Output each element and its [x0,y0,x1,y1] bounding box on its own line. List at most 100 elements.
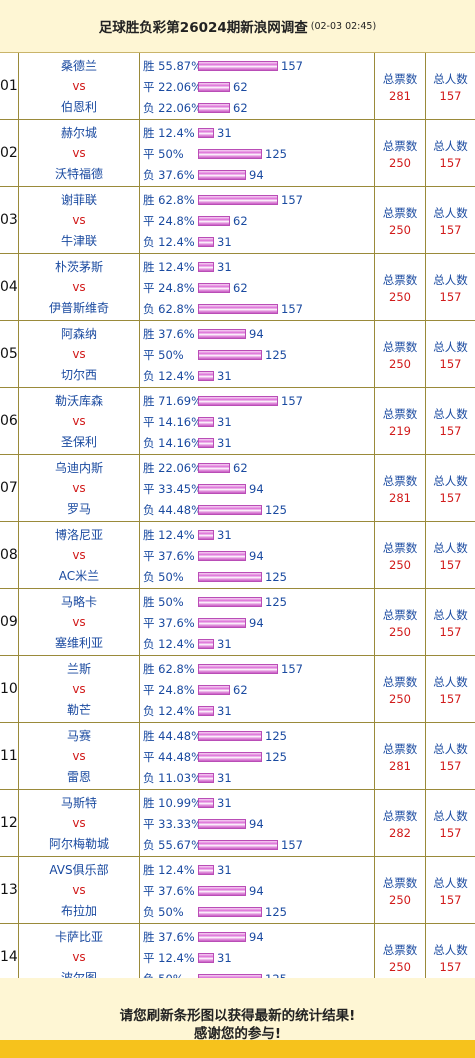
vote-row: 负 11.03% 31 [143,769,373,787]
match-number: 03 [0,187,19,253]
match-row: 07 乌迪内斯 vs 罗马 胜 22.06% 62 平 33.45% 94 负 44.48% 12… [0,455,475,522]
vote-row: 负 44.48% 125 [143,501,373,519]
total-votes-label: 总票数 [382,474,418,488]
total-people-value: 157 [439,156,462,170]
vote-count: 31 [217,704,232,718]
total-people-label: 总人数 [433,139,468,153]
vs-label: vs [72,950,86,964]
vote-bars: 胜 62.8% 157 平 24.8% 62 负 12.4% 31 [140,656,375,722]
match-row: 08 博洛尼亚 vs AC米兰 胜 12.4% 31 平 37.6% 94 负 50% 125 总票… [0,522,475,589]
vote-percent-label: 胜 50% [143,595,184,609]
vote-row: 负 55.67% 157 [143,836,373,854]
match-row: 05 阿森纳 vs 切尔西 胜 37.6% 94 平 50% 125 负 12.4% 31 总票数 2… [0,321,475,388]
vote-bar [198,237,214,247]
vote-bars: 胜 62.8% 157 平 24.8% 62 负 12.4% 31 [140,187,375,253]
total-people-label: 总人数 [433,608,468,622]
vote-percent-label: 胜 10.99% [143,796,203,810]
total-people-value: 157 [439,759,462,773]
vote-count: 157 [281,838,303,852]
vote-percent-label: 负 44.48% [143,503,203,517]
match-number: 12 [0,790,19,856]
total-votes: 总票数 250 [375,522,426,588]
vote-row: 胜 62.8% 157 [143,660,373,678]
vote-percent-label: 平 22.06% [143,80,203,94]
vote-bar [198,195,278,205]
vote-bar [198,886,246,896]
vote-bar [198,932,246,942]
total-votes-label: 总票数 [382,608,418,622]
vote-bar [198,170,246,180]
match-row: 03 谢菲联 vs 牛津联 胜 62.8% 157 平 24.8% 62 负 12.4% 31 总票… [0,187,475,254]
home-team: 博洛尼亚 [54,528,103,542]
match-number: 07 [0,455,19,521]
vote-count: 125 [265,595,287,609]
vote-percent-label: 平 24.8% [143,281,195,295]
survey-datetime: (02-03 02:45) [310,20,377,32]
match-teams: 马斯特 vs 阿尔梅勒城 [19,790,140,856]
vs-label: vs [72,749,86,763]
vote-count: 62 [233,683,248,697]
vote-bar [198,350,262,360]
away-team: 雷恩 [66,770,91,784]
total-people: 总人数 157 [426,321,475,387]
vote-count: 62 [233,214,248,228]
total-people-label: 总人数 [433,474,468,488]
vote-bars: 胜 37.6% 94 平 50% 125 负 12.4% 31 [140,321,375,387]
match-teams: 阿森纳 vs 切尔西 [19,321,140,387]
total-people-value: 157 [439,89,462,103]
vote-bars: 胜 10.99% 31 平 33.33% 94 负 55.67% 157 [140,790,375,856]
vote-bar [198,438,214,448]
away-team: 勒芒 [66,703,91,717]
vote-count: 31 [217,796,232,810]
vote-bar [198,329,246,339]
total-people-value: 157 [439,558,462,572]
match-row: 13 AVS俱乐部 vs 布拉加 胜 12.4% 31 平 37.6% 94 负 50% 125 总… [0,857,475,924]
vote-bar [198,706,214,716]
total-people-value: 157 [439,424,462,438]
vote-percent-label: 胜 71.69% [143,394,203,408]
vote-percent-label: 平 12.4% [143,951,195,965]
vote-row: 平 33.33% 94 [143,815,373,833]
vs-label: vs [72,816,86,830]
total-people-label: 总人数 [433,541,468,555]
total-votes: 总票数 281 [375,723,426,789]
vs-label: vs [72,682,86,696]
vote-row: 平 44.48% 125 [143,748,373,766]
vote-percent-label: 平 37.6% [143,549,195,563]
vote-count: 125 [265,503,287,517]
vote-count: 31 [217,863,232,877]
vote-percent-label: 胜 37.6% [143,930,195,944]
total-people-value: 157 [439,357,462,371]
total-votes-value: 250 [389,960,411,974]
vote-percent-label: 胜 62.8% [143,193,195,207]
vote-row: 胜 10.99% 31 [143,794,373,812]
vote-bar [198,304,278,314]
footer-message: 请您刷新条形图以获得最新的统计结果! 感谢您的参与! [0,978,475,1042]
match-row: 06 勒沃库森 vs 圣保利胜 71.69% 157 平 14.16% 31 负 14.16%… [0,388,475,455]
vote-bar [198,731,262,741]
total-people-label: 总人数 [433,876,468,890]
vs-label: vs [72,481,86,495]
vote-bar [198,819,246,829]
match-number: 13 [0,857,19,923]
vote-bar [198,371,214,381]
total-people: 总人数 157 [426,254,475,320]
total-people: 总人数 157 [426,723,475,789]
match-number: 05 [0,321,19,387]
vote-count: 31 [217,637,232,651]
vote-bars: 胜 12.4% 31 平 37.6% 94 负 50% 125 [140,522,375,588]
match-teams: 谢菲联 vs 牛津联 [19,187,140,253]
total-votes: 总票数 250 [375,924,426,990]
home-team: 勒沃库森 [54,394,103,408]
vote-percent-label: 平 33.33% [143,817,203,831]
vote-count: 125 [265,905,287,919]
match-teams: 博洛尼亚 vs AC米兰 [19,522,140,588]
vote-row: 平 14.16% 31 [143,413,373,431]
vote-bar [198,551,246,561]
vote-row: 胜 37.6% 94 [143,325,373,343]
page-header: 足球胜负彩第26024期新浪网调查 (02-03 02:45) [0,0,475,53]
refresh-hint: 请您刷新条形图以获得最新的统计结果! [119,1008,356,1024]
away-team: 布拉加 [60,904,97,918]
vote-percent-label: 平 33.45% [143,482,203,496]
vote-count: 125 [265,729,287,743]
